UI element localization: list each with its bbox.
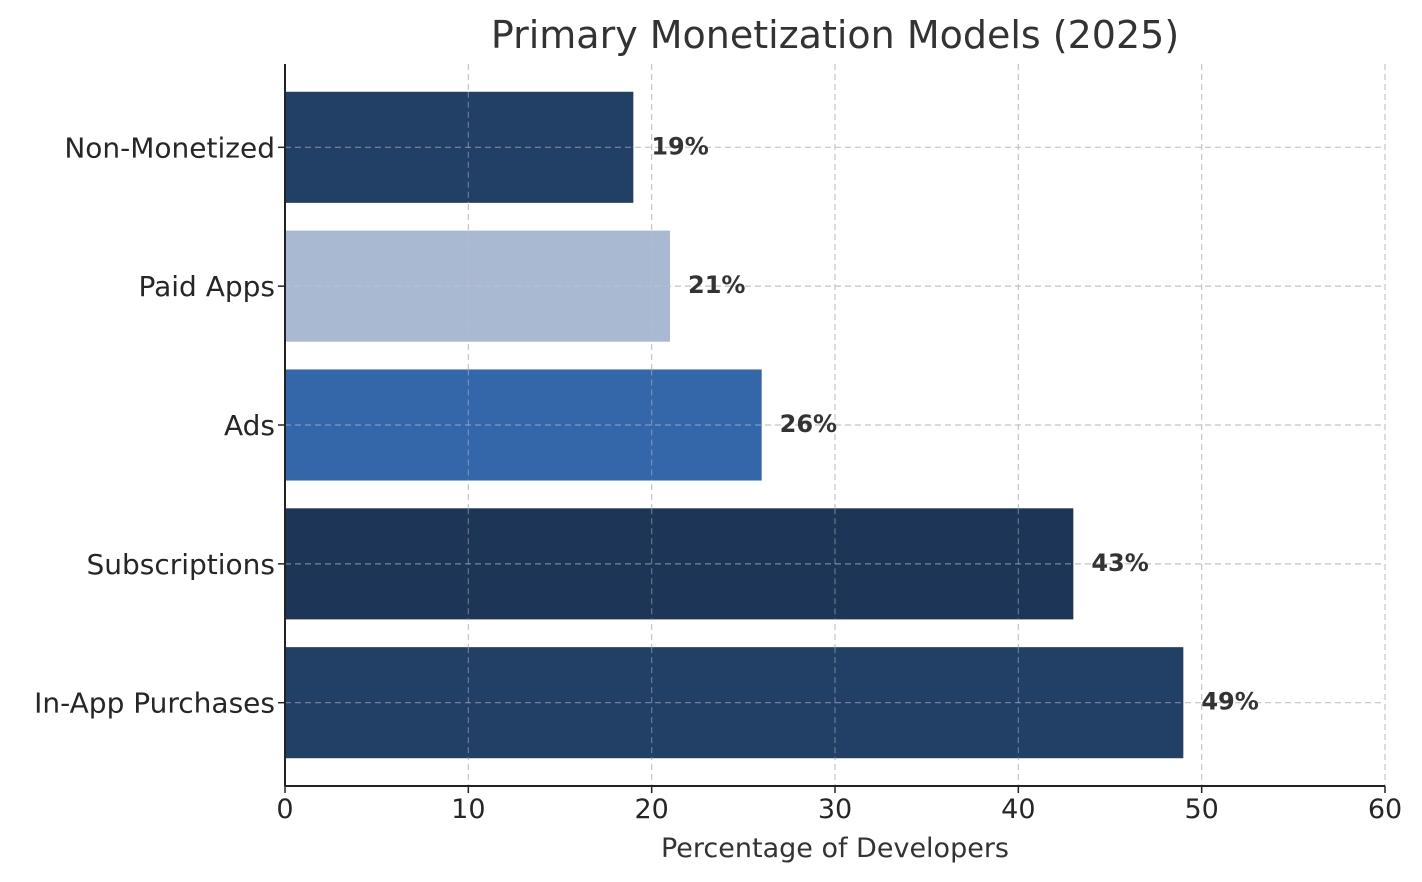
category-label: Non-Monetized: [64, 131, 275, 164]
value-labels-layer: 49% 43% 26% 21% 19%: [651, 132, 1258, 715]
x-axis-label: Percentage of Developers: [661, 833, 1009, 864]
category-label: Paid Apps: [138, 270, 275, 303]
value-label: 49%: [1201, 688, 1258, 716]
category-label: In-App Purchases: [34, 687, 275, 720]
category-label: Ads: [224, 409, 275, 442]
x-tick-label: 10: [451, 794, 485, 825]
x-tick-label: 30: [818, 794, 852, 825]
x-tick-label: 40: [1001, 794, 1035, 825]
x-tick-label: 50: [1184, 794, 1218, 825]
x-axis-ticks: 0 10 20 30 40 50 60: [276, 786, 1402, 825]
bars-layer: [285, 91, 1184, 759]
x-tick-label: 0: [276, 794, 293, 825]
value-label: 19%: [651, 132, 708, 160]
x-tick-label: 20: [634, 794, 668, 825]
value-label: 21%: [688, 271, 745, 299]
value-label: 26%: [780, 410, 837, 438]
value-label: 43%: [1091, 549, 1148, 577]
x-tick-label: 60: [1368, 794, 1402, 825]
chart-title: Primary Monetization Models (2025): [491, 13, 1179, 57]
bar: [285, 369, 762, 481]
bar: [285, 647, 1184, 759]
category-labels: In-App Purchases Subscriptions Ads Paid App…: [34, 131, 285, 720]
category-label: Subscriptions: [86, 548, 275, 581]
